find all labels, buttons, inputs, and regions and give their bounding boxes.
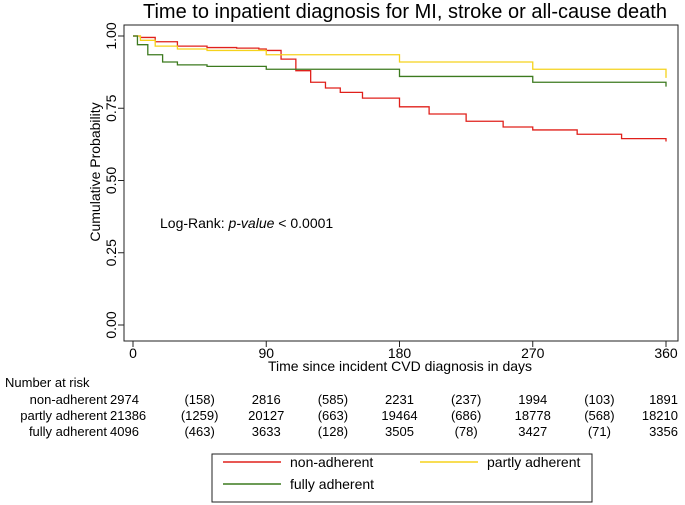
risk-row-label: fully adherent	[29, 424, 107, 439]
risk-cell: 19464	[381, 408, 417, 423]
risk-cell: (1259)	[181, 408, 219, 423]
risk-row-label: partly adherent	[20, 408, 107, 423]
risk-cell: 1994	[518, 392, 547, 407]
risk-cell: 2231	[385, 392, 414, 407]
risk-cell: 4096	[110, 424, 139, 439]
x-axis-title: Time since incident CVD diagnosis in day…	[268, 358, 532, 374]
y-tick-label: 1.00	[103, 22, 119, 49]
risk-cell: 18210	[642, 408, 678, 423]
risk-cell: (463)	[184, 424, 214, 439]
risk-cell: 1891	[649, 392, 678, 407]
risk-cell: (585)	[318, 392, 348, 407]
x-tick-label: 270	[521, 345, 545, 361]
series-line-non-adherent	[133, 35, 667, 142]
annotation-prefix: Log-Rank:	[160, 215, 228, 231]
annotation-suffix: < 0.0001	[274, 215, 333, 231]
risk-cell: 18778	[515, 408, 551, 423]
x-tick-label: 0	[129, 345, 137, 361]
risk-cell: 20127	[248, 408, 284, 423]
risk-cell: (158)	[184, 392, 214, 407]
chart-title: Time to inpatient diagnosis for MI, stro…	[143, 1, 667, 23]
risk-cell: (663)	[318, 408, 348, 423]
risk-cell: (128)	[318, 424, 348, 439]
legend-label: partly adherent	[487, 454, 581, 470]
legend-label: non-adherent	[290, 454, 373, 470]
y-axis-title: Cumulative Probability	[87, 102, 103, 241]
risk-cell: 3356	[649, 424, 678, 439]
series-line-fully-adherent	[133, 35, 667, 87]
x-tick-label: 180	[388, 345, 412, 361]
plot-frame	[123, 24, 679, 342]
risk-cell: 3427	[518, 424, 547, 439]
x-tick-label: 90	[258, 345, 274, 361]
risk-cell: 3633	[252, 424, 281, 439]
annotation-p-value: p-value	[227, 215, 274, 231]
risk-cell: 21386	[110, 408, 146, 423]
risk-table-heading: Number at risk	[5, 375, 90, 390]
x-tick-label: 360	[654, 345, 678, 361]
risk-cell: 3505	[385, 424, 414, 439]
risk-cell: (103)	[584, 392, 614, 407]
series-line-partly-adherent	[133, 35, 667, 78]
y-tick-label: 0.00	[103, 311, 119, 338]
y-tick-label: 0.50	[103, 167, 119, 194]
y-tick-label: 0.25	[103, 239, 119, 266]
risk-cell: (71)	[588, 424, 611, 439]
y-tick-label: 0.75	[103, 94, 119, 121]
risk-cell: (78)	[455, 424, 478, 439]
risk-row-label: non-adherent	[30, 392, 108, 407]
risk-cell: (568)	[584, 408, 614, 423]
legend-label: fully adherent	[290, 476, 374, 492]
risk-cell: (237)	[451, 392, 481, 407]
risk-cell: (686)	[451, 408, 481, 423]
log-rank-annotation: Log-Rank: p-value < 0.0001	[160, 215, 333, 231]
risk-cell: 2974	[110, 392, 139, 407]
risk-cell: 2816	[252, 392, 281, 407]
